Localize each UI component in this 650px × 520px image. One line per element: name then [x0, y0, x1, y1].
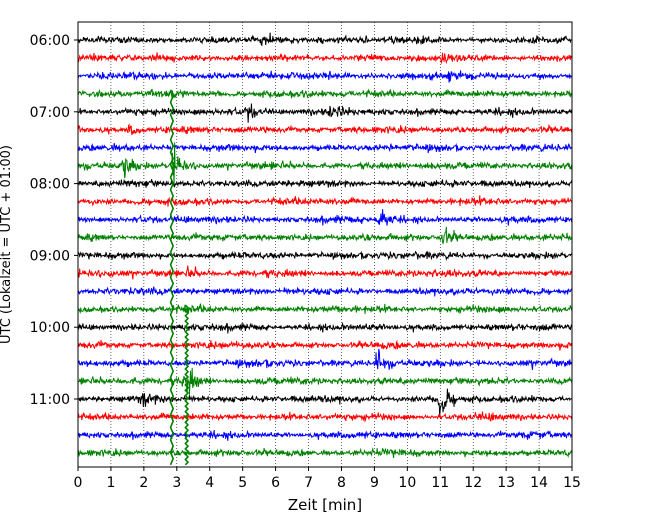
y-tick-label: 09:00 [30, 248, 70, 264]
trace-21 [77, 411, 573, 423]
trace-17 [77, 339, 573, 351]
x-tick-label: 3 [172, 475, 181, 491]
x-tick-label: 5 [238, 475, 247, 491]
x-tick-label: 8 [337, 475, 346, 491]
y-tick-label: 11:00 [30, 392, 70, 408]
y-tick-label: 06:00 [30, 33, 70, 49]
y-axis-label: UTC (Lokalzeit = UTC + 01:00) [0, 145, 14, 344]
y-tick-label: 08:00 [30, 177, 70, 193]
x-tick-label: 6 [271, 475, 280, 491]
trace-10 [77, 209, 573, 226]
x-tick-label: 0 [74, 475, 83, 491]
trace-7 [77, 142, 573, 187]
x-tick-label: 13 [497, 475, 515, 491]
trace-6 [77, 142, 572, 154]
plot-frame [77, 21, 573, 468]
trace-8 [77, 178, 573, 189]
spike-1 [184, 304, 190, 466]
x-tick-label: 10 [398, 475, 416, 491]
trace-0 [77, 32, 573, 47]
x-tick-label: 12 [464, 475, 482, 491]
trace-4 [77, 103, 573, 123]
trace-16 [77, 321, 573, 334]
x-tick-label: 11 [431, 475, 449, 491]
x-tick-label: 15 [563, 475, 581, 491]
trace-12 [77, 250, 573, 262]
y-tick-label: 07:00 [30, 105, 70, 121]
spike-0 [169, 89, 175, 466]
x-tick-label: 7 [304, 475, 313, 491]
trace-22 [77, 429, 573, 441]
trace-2 [77, 70, 573, 83]
trace-5 [77, 123, 573, 136]
trace-11 [77, 226, 573, 245]
x-tick-label: 9 [370, 475, 379, 491]
trace-20 [77, 388, 573, 417]
spikes [169, 89, 190, 466]
trace-9 [77, 195, 573, 207]
trace-13 [77, 265, 573, 280]
y-tick-label: 10:00 [30, 320, 70, 336]
traces [77, 32, 573, 458]
grid-lines [110, 22, 540, 467]
trace-15 [77, 303, 573, 315]
x-tick-label: 14 [530, 475, 548, 491]
x-tick-label: 1 [106, 475, 115, 491]
trace-3 [77, 88, 573, 99]
x-axis-label: Zeit [min] [288, 496, 362, 514]
trace-1 [77, 52, 573, 65]
trace-19 [77, 367, 573, 395]
x-ticks: 0 1 2 3 4 5 6 7 8 9 10 11 12 13 14 15 [74, 467, 581, 491]
trace-18 [77, 348, 573, 370]
y-ticks: 06:00 07:00 08:00 09:00 10:00 11:00 [30, 33, 78, 408]
x-tick-label: 4 [205, 475, 214, 491]
trace-14 [77, 286, 573, 297]
trace-23 [77, 446, 573, 458]
x-tick-label: 2 [139, 475, 148, 491]
